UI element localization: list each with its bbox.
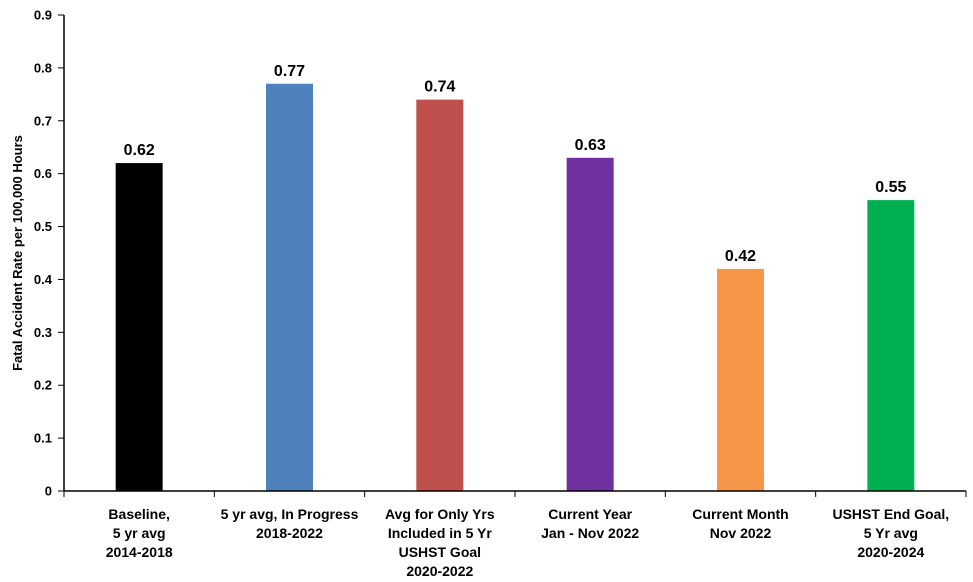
x-category-label-line: USHST End Goal,: [832, 506, 949, 522]
y-tick-label: 0.4: [34, 272, 53, 287]
x-category-label-line: 5 Yr avg: [864, 525, 918, 541]
y-axis: 0 0.1 0.2 0.3 0.4 0.5 0.6 0.7 0.8 0.9: [34, 8, 65, 499]
bar: [867, 200, 915, 491]
x-category-label-line: Nov 2022: [710, 525, 772, 541]
bar-data-label: 0.77: [274, 63, 305, 80]
x-category-label-line: Current Month: [692, 506, 788, 522]
x-category-label-line: Avg for Only Yrs: [385, 506, 495, 522]
x-category-label-line: USHST Goal: [399, 544, 481, 560]
x-category-label: Baseline, 5 yr avg 2014-2018: [106, 506, 173, 560]
bar-data-label: 0.62: [124, 142, 155, 159]
y-tick-label: 0: [45, 484, 52, 499]
bar: [266, 83, 313, 491]
x-category-label: Current Month Nov 2022: [692, 506, 788, 541]
x-category-label-line: Jan - Nov 2022: [541, 525, 639, 541]
y-tick-label: 0.3: [34, 325, 52, 340]
x-category-label-line: Baseline,: [108, 506, 169, 522]
x-category-label: Current Year Jan - Nov 2022: [541, 506, 639, 541]
x-category-label: Avg for Only Yrs Included in 5 Yr USHST Go…: [385, 506, 495, 579]
bar: [115, 163, 163, 492]
bar: [717, 268, 764, 491]
y-tick-label: 0.6: [34, 166, 52, 181]
x-category-label-line: Included in 5 Yr: [388, 525, 493, 541]
x-category-label-line: 2018-2022: [256, 525, 323, 541]
y-tick-label: 0.1: [34, 431, 52, 446]
y-axis-title: Fatal Accident Rate per 100,000 Hours: [10, 135, 25, 371]
x-category-label-line: 2014-2018: [106, 544, 173, 560]
x-axis: Baseline, 5 yr avg 2014-2018 5 yr avg, In P…: [63, 490, 967, 579]
y-tick-label: 0.2: [34, 378, 52, 393]
x-category-label-line: Current Year: [548, 506, 632, 522]
bar-data-label: 0.74: [424, 79, 455, 96]
x-category-label-line: 5 yr avg, In Progress: [221, 506, 359, 522]
x-category-label: 5 yr avg, In Progress 2018-2022: [221, 506, 359, 541]
bar-data-label: 0.42: [725, 248, 756, 265]
y-tick-label: 0.7: [34, 113, 52, 128]
bar-data-label: 0.63: [575, 137, 606, 154]
bar: [416, 99, 464, 491]
bar: [566, 157, 614, 492]
bar-data-label: 0.55: [875, 179, 906, 196]
y-tick-label: 0.9: [34, 8, 52, 23]
x-category-label-line: 2020-2024: [857, 544, 924, 560]
bars: 0.62 0.77 0.74 0.63 0.42 0.55: [115, 63, 915, 492]
x-category-label-line: 2020-2022: [406, 563, 473, 579]
y-tick-label: 0.5: [34, 219, 52, 234]
x-category-label: USHST End Goal, 5 Yr avg 2020-2024: [832, 506, 949, 560]
x-category-label-line: 5 yr avg: [113, 525, 166, 541]
y-tick-label: 0.8: [34, 60, 52, 75]
